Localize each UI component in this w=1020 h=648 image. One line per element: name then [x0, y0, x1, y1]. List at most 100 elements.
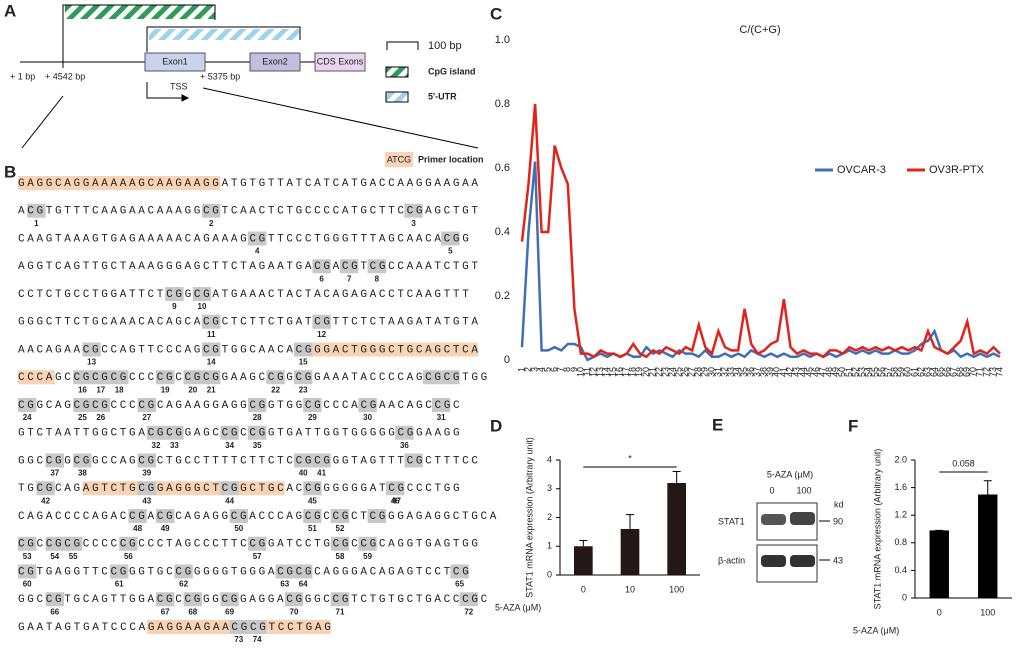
- cpg-number: 26: [96, 413, 105, 422]
- cpg-number: 42: [41, 496, 50, 505]
- y-tick-label: 4: [547, 454, 552, 464]
- exon-label: CDS Exons: [317, 56, 364, 66]
- cpg-number: 29: [308, 413, 317, 422]
- cpg-highlight: [229, 620, 248, 634]
- cpg-highlight: [220, 425, 239, 440]
- legend-swatch: [385, 152, 413, 167]
- cpg-highlight: [202, 370, 221, 385]
- cpg-highlight: [294, 453, 313, 468]
- cpg-number: 73: [234, 635, 243, 644]
- annotation: 0.058: [952, 458, 975, 468]
- x-tick-label: 44: [798, 367, 808, 377]
- y-axis-label: STAT1 mRNA expression (Arbitrary unit): [872, 449, 882, 610]
- cpg-number: 37: [50, 469, 59, 478]
- cpg-number: 21: [207, 385, 216, 394]
- cpg-highlight: [367, 509, 386, 523]
- x-tick-label: 12: [588, 367, 598, 377]
- cpg-highlight: [248, 231, 267, 246]
- y-tick-label: 0.6: [495, 162, 510, 174]
- y-tick-label: 2: [547, 512, 552, 522]
- x-tick-label: 46: [811, 367, 821, 377]
- cpg-number: 61: [115, 580, 124, 589]
- x-tick-label: 67: [949, 367, 959, 377]
- cpg-highlight: [248, 425, 267, 440]
- cpg-highlight: [229, 509, 248, 523]
- sequence-line: GGCCGGCGGCCAGCGCTGCCTTTTCTTCTCCGCGGGTAGT…: [18, 455, 478, 467]
- panel-label: C: [490, 4, 502, 23]
- cpg-number: 28: [253, 413, 262, 422]
- y-axis-label: STAT1 mRNA expression (Arbitrary unit): [524, 437, 534, 598]
- sequence-line: ACGTGTTTCAAGAACAAAGGCGTCAACTCTGCCCCATGCT…: [18, 206, 478, 218]
- x-tick-label: 7: [556, 367, 566, 372]
- y-tick-label: 0.4: [894, 565, 907, 575]
- legend-label: CpG island: [428, 66, 476, 76]
- x-tick-label: 26: [680, 367, 690, 377]
- cpg-highlight: [73, 370, 92, 385]
- x-tick-label: 2: [523, 367, 533, 372]
- cpg-number: 19: [161, 385, 170, 394]
- cpg-highlight: [340, 259, 359, 274]
- x-tick-label: 68: [955, 367, 965, 377]
- x-tick-label: 50: [837, 367, 847, 377]
- cpg-highlight: [110, 370, 129, 385]
- cpg-highlight: [156, 509, 175, 523]
- cpg-highlight: [404, 453, 423, 468]
- sequence-line: GAGGCAGGAAAAAGCAAGAAGGATGTGTTATCATCATGAC…: [18, 178, 478, 190]
- cpg-number: 60: [23, 580, 32, 589]
- sequence-line: AACAGAACGCCAGTTCCCAGCGTGGCAACACGGGACTGGG…: [18, 344, 478, 356]
- x-tick-label: 57: [883, 367, 893, 377]
- x-tick-label: 35: [739, 367, 749, 377]
- cpg-highlight: [294, 342, 313, 357]
- x-tick-label: 27: [687, 367, 697, 377]
- cpg-highlight: [128, 509, 147, 523]
- cpg-highlight: [386, 481, 405, 496]
- cpg-number: 10: [198, 302, 207, 311]
- y-tick-label: 0.4: [495, 226, 510, 238]
- annotation: *: [628, 453, 632, 463]
- x-tick-label: 39: [765, 367, 775, 377]
- x-tick-label: 72: [981, 367, 991, 377]
- y-tick-label: 0: [547, 569, 552, 579]
- cpg-highlight: [174, 564, 193, 579]
- bar: [929, 530, 949, 598]
- x-tick-label: 0: [937, 607, 942, 617]
- cpg-highlight: [284, 592, 304, 607]
- cpg-number: 5: [448, 247, 453, 256]
- x-tick-label: 18: [628, 367, 638, 377]
- cpg-number: 16: [78, 385, 87, 394]
- cpg-number: 59: [363, 552, 372, 561]
- cpg-highlight: [45, 453, 64, 468]
- cpg-highlight: [248, 536, 267, 551]
- cpg-number: 50: [234, 524, 243, 533]
- x-tick-label: 15: [608, 367, 618, 377]
- x-tick-label: 29: [700, 367, 710, 377]
- error-bar: [626, 514, 634, 529]
- cpg-number: 70: [290, 607, 299, 616]
- x-tick-label: 66: [942, 367, 952, 377]
- cpg-highlight: [202, 314, 221, 329]
- cpg-number: 53: [23, 552, 32, 561]
- cpg-number: 6: [319, 274, 324, 283]
- cpg-number: 22: [271, 385, 280, 394]
- cpg-highlight: [303, 481, 322, 496]
- cpg-highlight: [45, 536, 64, 551]
- x-tick-label: 62: [916, 367, 926, 377]
- cpg-number: 55: [69, 552, 78, 561]
- cpg-number: 20: [188, 385, 197, 394]
- sequence-line: CGTGAGGTTCCGGGTGCCGGGGGTGGGACGCGCAGGGACA…: [18, 566, 469, 578]
- cpg-highlight: [119, 536, 138, 551]
- cpg-highlight: [202, 342, 221, 357]
- x-tick-label: 69: [962, 367, 972, 377]
- cpg-number: 45: [308, 496, 317, 505]
- x-tick-label: 21: [647, 367, 657, 377]
- sequence-line: CGCCGCGCCCCCGCCCTAGCCCTTCCGGATCCTGCGCCGC…: [18, 539, 478, 551]
- cpg-number: 9: [172, 302, 177, 311]
- sequence-line: GGCCGTGCAGTTGGACGCCGGGCGGAGGACGGGCCGTCTG…: [18, 594, 488, 606]
- x-tick-label: 71: [975, 367, 985, 377]
- cpg-number: 48: [133, 524, 142, 533]
- cpg-number: 62: [179, 580, 188, 589]
- cpg-highlight: [18, 398, 37, 412]
- error-bar: [672, 471, 681, 483]
- x-tick-label: 24: [667, 367, 677, 377]
- cpg-number: 64: [299, 580, 308, 589]
